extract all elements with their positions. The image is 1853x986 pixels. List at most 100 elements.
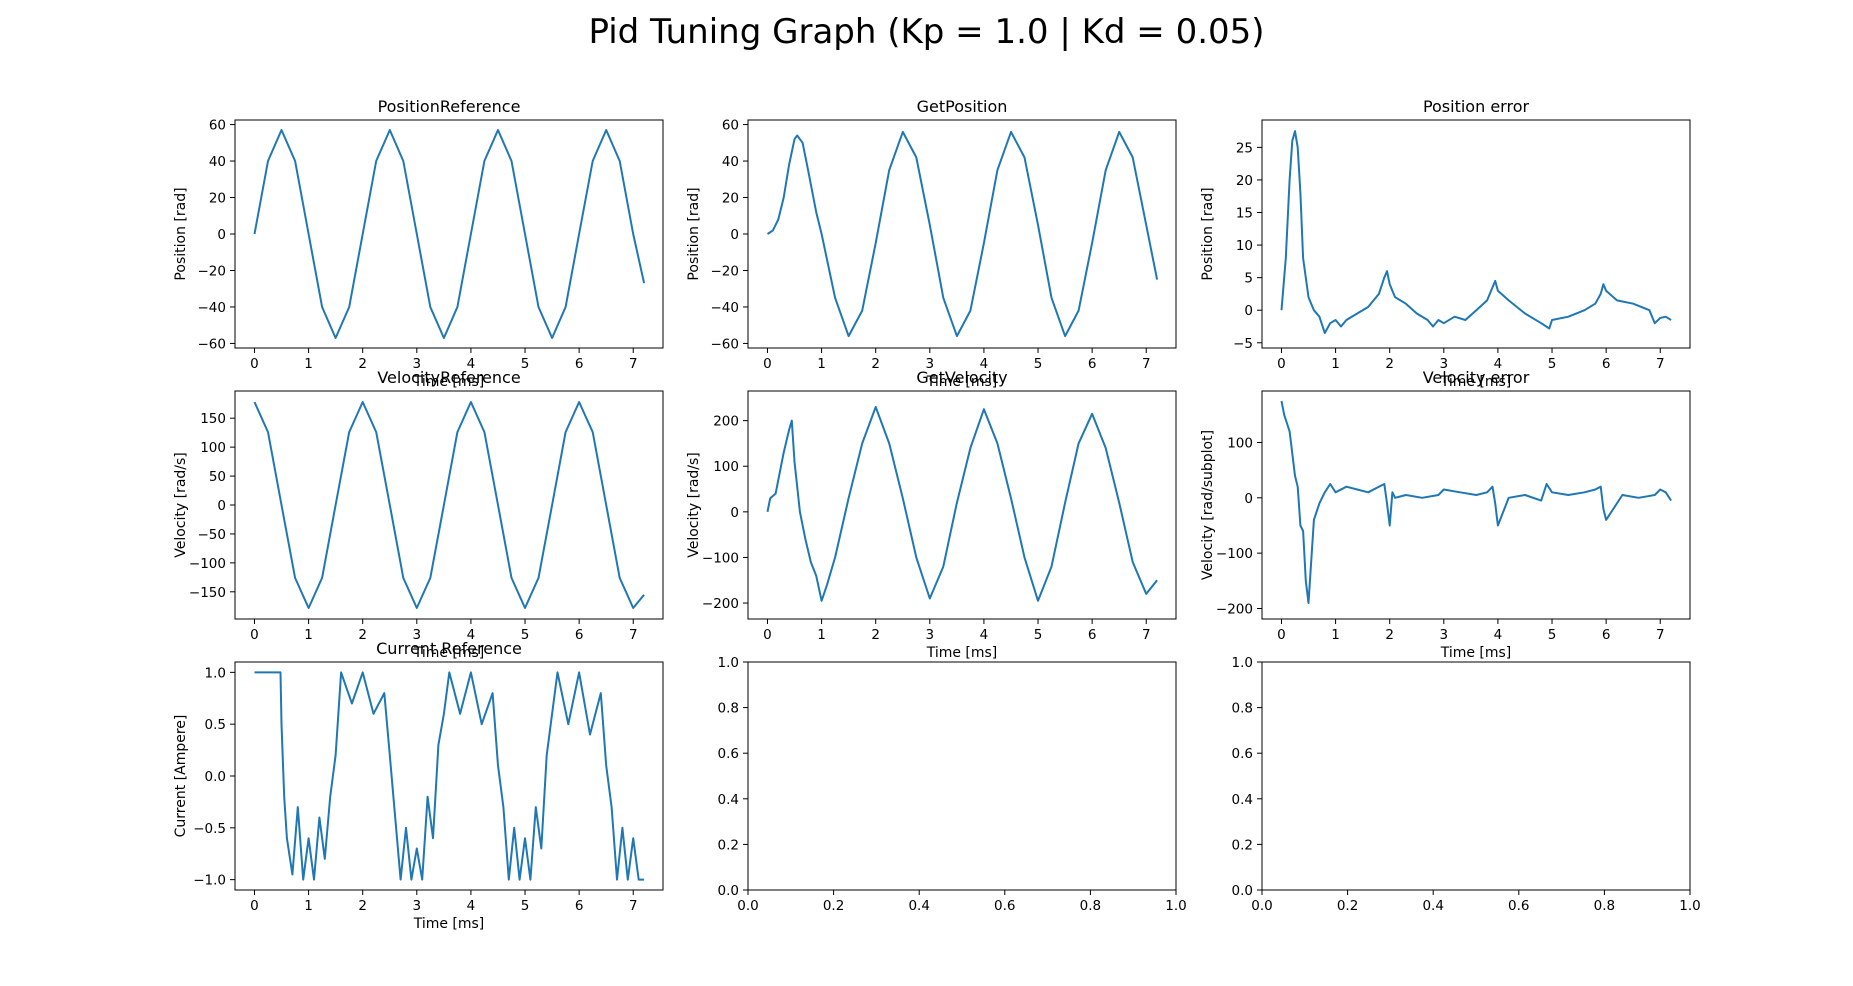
x-axis-label: Time [ms] (926, 374, 998, 390)
y-tick-label: 60 (722, 118, 739, 134)
x-tick-label: 7 (629, 356, 638, 372)
x-tick-label: 2 (1385, 356, 1394, 372)
x-tick-label: 0.2 (823, 898, 844, 914)
x-tick-label: 6 (575, 627, 584, 643)
x-tick-label: 0.4 (908, 898, 929, 914)
x-tick-label: 0 (1277, 356, 1286, 372)
y-tick-label: 40 (209, 154, 226, 170)
y-tick-label: 100 (1227, 435, 1253, 451)
subplot-5: GetVelocity 0 1 2 3 4 5 6 7 −200 −100 0 100 200 Time [… (686, 368, 1177, 661)
x-tick-label: 2 (871, 627, 880, 643)
x-axis-label: Time [ms] (926, 645, 998, 661)
x-tick-label: 6 (1088, 627, 1097, 643)
y-tick-label: −0.5 (193, 821, 226, 837)
x-tick-label: 6 (1602, 356, 1611, 372)
subplot-title: Velocity error (1423, 368, 1530, 387)
series-line (254, 671, 645, 881)
x-tick-label: 1.0 (1165, 898, 1186, 914)
x-tick-label: 2 (1385, 627, 1394, 643)
y-tick-label: 100 (200, 440, 226, 456)
x-tick-label: 1 (817, 356, 826, 372)
x-axis-label: Time [ms] (1440, 645, 1512, 661)
y-tick-label: 0.8 (718, 701, 739, 717)
y-tick-label: −200 (1216, 601, 1253, 617)
y-tick-label: −60 (198, 336, 227, 352)
y-tick-label: 100 (713, 459, 739, 475)
y-tick-label: 20 (722, 191, 739, 207)
x-tick-label: 1.0 (1679, 898, 1700, 914)
series-line (1280, 130, 1672, 334)
x-tick-label: 3 (926, 356, 935, 372)
y-tick-label: 150 (200, 411, 226, 427)
x-tick-label: 0.6 (994, 898, 1015, 914)
y-tick-label: 10 (1236, 238, 1253, 254)
y-tick-label: 1.0 (718, 655, 739, 671)
y-tick-label: 0.0 (1232, 883, 1253, 899)
y-tick-label: 0 (730, 227, 739, 243)
subplot-6: Velocity error 0 1 2 3 4 5 6 7 −200 −100 0 100 Time [… (1200, 368, 1691, 661)
x-tick-label: 7 (1656, 356, 1665, 372)
x-tick-label: 0.8 (1594, 898, 1615, 914)
x-tick-label: 7 (1142, 627, 1151, 643)
x-tick-label: 4 (1494, 627, 1503, 643)
y-tick-label: −5 (1233, 336, 1253, 352)
subplot-title: VelocityReference (377, 368, 520, 387)
y-tick-label: 0 (217, 498, 226, 514)
x-tick-label: 6 (1088, 356, 1097, 372)
x-axis-label: Time [ms] (413, 916, 485, 932)
x-tick-label: 2 (358, 627, 367, 643)
axes-frame (1261, 661, 1691, 891)
subplot-title: Current Reference (376, 639, 522, 658)
y-tick-label: 15 (1236, 206, 1253, 222)
x-tick-label: 4 (467, 356, 476, 372)
x-tick-label: 5 (1034, 356, 1043, 372)
y-axis-label: Position [rad] (686, 187, 702, 280)
y-tick-label: 40 (722, 154, 739, 170)
x-axis-label: Time [ms] (413, 645, 485, 661)
x-tick-label: 5 (521, 898, 530, 914)
x-tick-label: 0 (1277, 627, 1286, 643)
y-tick-label: 0.4 (1232, 792, 1253, 808)
x-tick-label: 4 (1494, 356, 1503, 372)
y-tick-label: 0.0 (205, 769, 226, 785)
x-tick-label: 5 (1548, 627, 1557, 643)
x-tick-label: 0.4 (1422, 898, 1443, 914)
x-tick-label: 1 (304, 627, 313, 643)
y-tick-label: 200 (713, 414, 739, 430)
y-axis-label: Current [Ampere] (173, 715, 189, 838)
y-tick-label: 0.5 (205, 717, 226, 733)
x-tick-label: 6 (1602, 627, 1611, 643)
x-tick-label: 0.0 (1251, 898, 1272, 914)
y-tick-label: 0.4 (718, 792, 739, 808)
y-tick-label: 0.0 (718, 883, 739, 899)
x-tick-label: 5 (521, 627, 530, 643)
x-tick-label: 0 (763, 356, 772, 372)
x-tick-label: 1 (1331, 356, 1340, 372)
x-tick-label: 3 (926, 627, 935, 643)
x-tick-label: 5 (521, 356, 530, 372)
subplot-2: GetPosition 0 1 2 3 4 5 6 7 −60 −40 −20 0 20 40 60 Time … (686, 97, 1177, 390)
x-tick-label: 2 (358, 898, 367, 914)
y-tick-label: 0.8 (1232, 701, 1253, 717)
x-tick-label: 2 (871, 356, 880, 372)
subplot-8: 0.0 0.2 0.4 0.6 0.8 1.0 0.0 0.2 0.4 0.6 0.8 1.0 (718, 655, 1187, 914)
y-tick-label: 0 (1244, 491, 1253, 507)
subplot-4: VelocityReference 0 1 2 3 4 5 6 7 −150 −100 −50 0 50 1… (173, 368, 664, 661)
axes-frame (234, 661, 664, 891)
y-tick-label: 60 (209, 118, 226, 134)
y-tick-label: 0.2 (1232, 837, 1253, 853)
x-tick-label: 5 (1548, 356, 1557, 372)
y-axis-label: Velocity [rad/s] (173, 452, 189, 558)
axes-frame (234, 119, 664, 349)
x-tick-label: 4 (467, 627, 476, 643)
x-tick-label: 1 (817, 627, 826, 643)
x-tick-label: 7 (629, 627, 638, 643)
y-tick-label: 1.0 (1232, 655, 1253, 671)
x-tick-label: 7 (1656, 627, 1665, 643)
x-tick-label: 3 (413, 356, 422, 372)
y-tick-label: −1.0 (193, 873, 226, 889)
subplot-title: Position error (1423, 97, 1530, 116)
x-tick-label: 4 (980, 356, 989, 372)
